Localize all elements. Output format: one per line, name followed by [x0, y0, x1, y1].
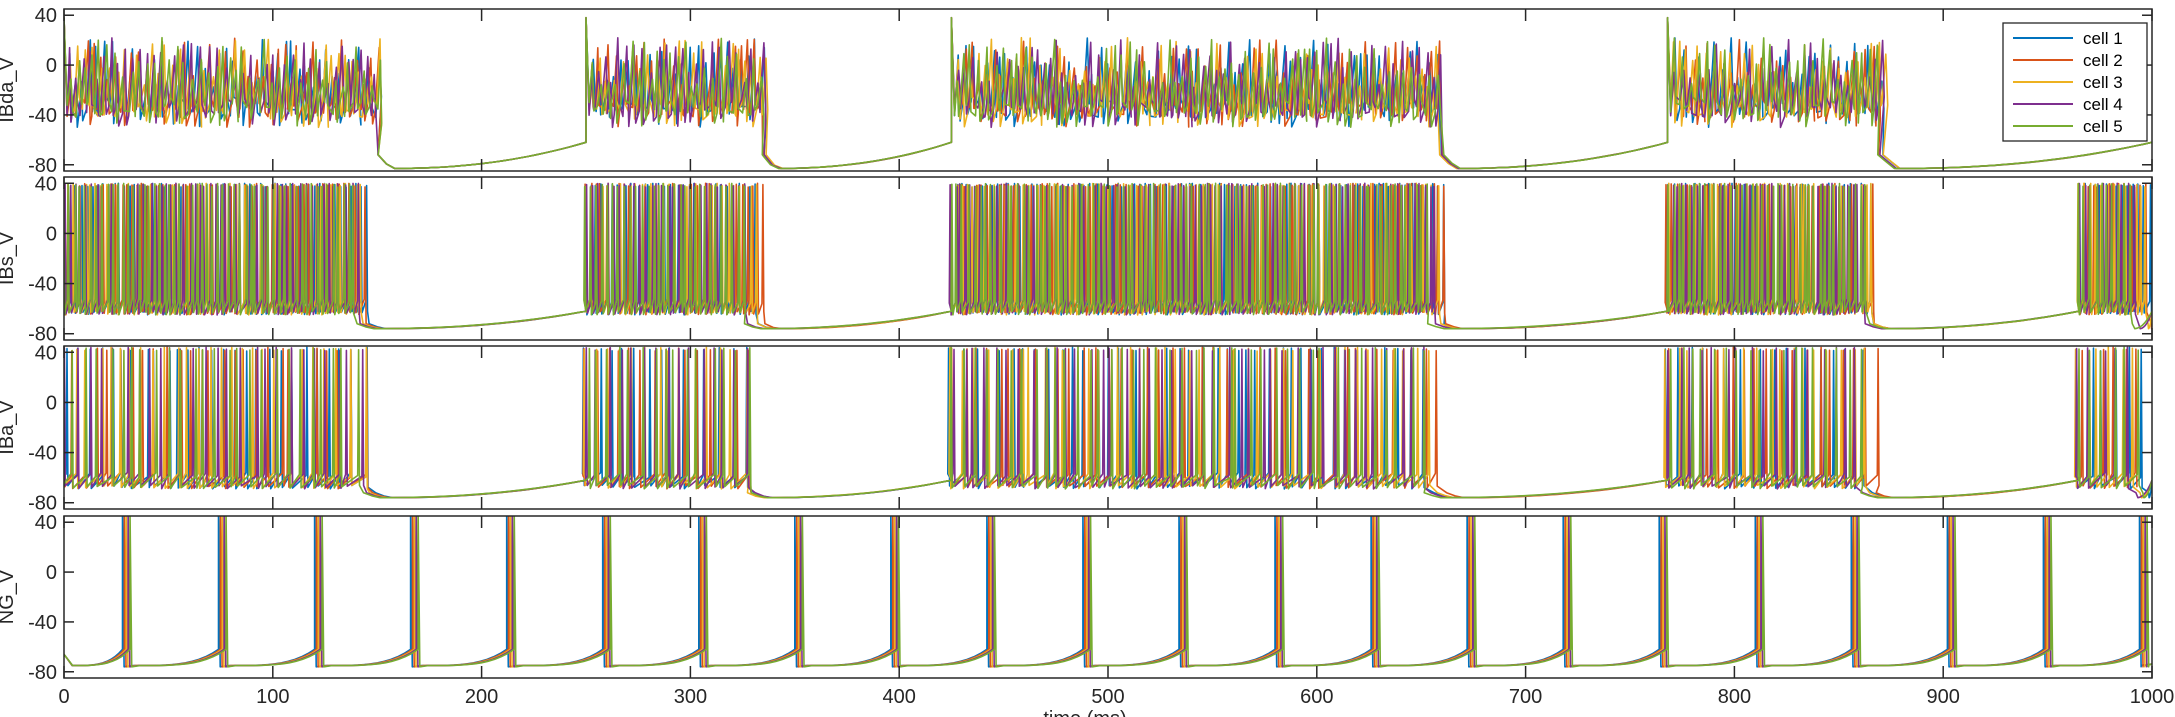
- y-tick-label: -40: [28, 443, 57, 465]
- x-tick-label: 600: [1300, 686, 1333, 708]
- y-axis-label: IBs_V: [0, 231, 18, 285]
- legend-entry-cell-3: cell 3: [2083, 73, 2123, 92]
- y-tick-label: -40: [28, 612, 57, 634]
- y-tick-label: -80: [28, 324, 57, 346]
- x-tick-label: 400: [883, 686, 916, 708]
- x-tick-label: 900: [1927, 686, 1960, 708]
- trace-cell-1: [64, 516, 2152, 668]
- y-tick-label: -80: [28, 493, 57, 515]
- panels-group: -80 -40 0 40 IBda_V -80 -40 0 40 IBs_V -80 -40 0 40 IB…: [0, 5, 2174, 708]
- trace-cell-5: [64, 516, 2152, 668]
- x-tick-label: 0: [58, 686, 69, 708]
- y-tick-label: 0: [46, 223, 57, 245]
- x-tick-label: 1000: [2130, 686, 2175, 708]
- legend: cell 1 cell 2 cell 3 cell 4 cell 5: [2002, 22, 2148, 142]
- y-tick-label: 40: [35, 173, 57, 195]
- y-tick-label: 0: [46, 562, 57, 584]
- panel-2: -80 -40 0 40 IBs_V: [0, 173, 2153, 346]
- y-tick-label: 40: [35, 5, 57, 27]
- panel-4: -80 -40 0 40 NG_V 0 100 200 300 400 500 600 700 800 90…: [0, 512, 2175, 708]
- trace-cell-4: [64, 16, 2152, 170]
- trace-cell-2: [64, 346, 2138, 499]
- x-tick-label: 300: [674, 686, 707, 708]
- x-tick-label: 500: [1091, 686, 1124, 708]
- trace-cell-5: [64, 182, 2152, 330]
- panel-3: -80 -40 0 40 IBa_V: [0, 342, 2153, 515]
- trace-cell-5: [64, 346, 2152, 499]
- y-axis-label: IBda_V: [0, 57, 18, 123]
- y-axis-label: NG_V: [0, 569, 18, 624]
- y-tick-label: 40: [35, 512, 57, 534]
- y-tick-label: -80: [28, 662, 57, 684]
- x-tick-label: 800: [1718, 686, 1751, 708]
- y-tick-label: 0: [46, 392, 57, 414]
- trace-cell-4: [64, 346, 2152, 499]
- y-tick-label: 40: [35, 342, 57, 364]
- trace-cell-2: [64, 516, 2152, 668]
- legend-entry-cell-2: cell 2: [2083, 51, 2123, 70]
- x-tick-label: 700: [1509, 686, 1542, 708]
- trace-cell-4: [64, 516, 2152, 668]
- axes-box: [63, 515, 2153, 679]
- y-tick-label: 0: [46, 55, 57, 77]
- legend-entry-cell-1: cell 1: [2083, 29, 2123, 48]
- x-tick-label: 100: [256, 686, 289, 708]
- y-tick-label: -80: [28, 155, 57, 177]
- trace-cell-4: [64, 182, 2152, 330]
- legend-entry-cell-5: cell 5: [2083, 117, 2123, 136]
- trace-cell-3: [64, 516, 2152, 668]
- trace-cell-3: [64, 16, 2152, 170]
- traces: [64, 346, 2152, 499]
- x-axis-label: time (ms): [1043, 708, 1126, 717]
- x-tick-label: 200: [465, 686, 498, 708]
- panel-1: -80 -40 0 40 IBda_V: [0, 5, 2153, 177]
- traces: [64, 182, 2152, 330]
- y-axis-label: IBa_V: [0, 400, 18, 455]
- y-tick-label: -40: [28, 274, 57, 296]
- y-tick-label: -40: [28, 105, 57, 127]
- traces: [64, 16, 2152, 170]
- trace-cell-5: [64, 16, 2152, 170]
- legend-entry-cell-4: cell 4: [2083, 95, 2123, 114]
- trace-cell-3: [64, 346, 2152, 499]
- traces: [64, 516, 2152, 668]
